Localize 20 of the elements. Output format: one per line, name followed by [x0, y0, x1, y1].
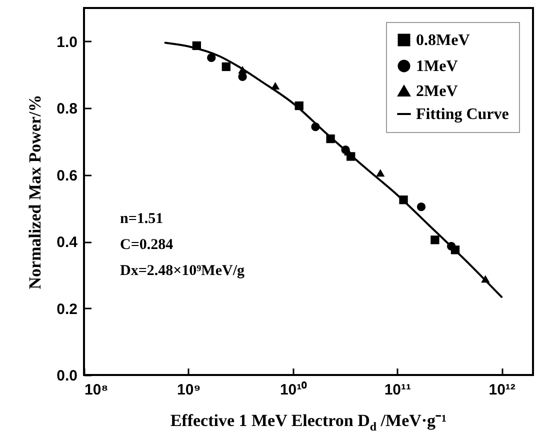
annotation: Dx=2.48×10⁹MeV/g — [120, 263, 245, 279]
legend-label: 2MeV — [416, 83, 458, 100]
x-axis-title: Effective 1 MeV Electron D$_{d}$ /MeV·g⁻¹ — [169, 410, 448, 434]
y-tick-label: 0.8 — [56, 100, 78, 118]
y-tick-label: 0.0 — [56, 368, 78, 384]
y-tick-label: 0.2 — [56, 300, 78, 318]
y-axis-title: Normalized Max Power/% — [26, 94, 45, 290]
legend-label: 1MeV — [416, 58, 458, 75]
y-tick-label: 0.4 — [56, 234, 78, 252]
annotation: C=0.284 — [120, 237, 174, 253]
y-tick-label: 0.6 — [56, 167, 78, 184]
y-tick-label: 1.0 — [56, 34, 78, 51]
legend-label: 0.8MeV — [416, 32, 470, 49]
x-tick-label: 10⁹ — [176, 382, 201, 398]
x-tick-label: 10¹² — [488, 382, 516, 398]
x-tick-label: 10¹⁰ — [280, 380, 308, 398]
legend-label: Fitting Curve — [416, 106, 509, 123]
annotation: n=1.51 — [120, 211, 164, 227]
x-tick-label: 10⁸ — [84, 382, 108, 398]
x-tick-label: 10¹¹ — [384, 382, 412, 398]
